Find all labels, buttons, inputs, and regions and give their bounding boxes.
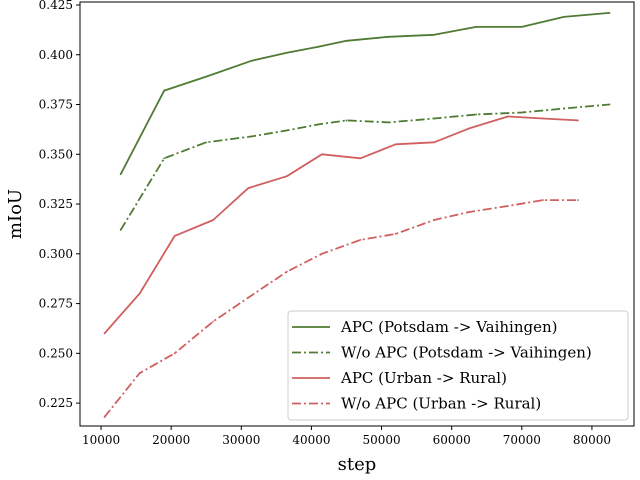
- data-point: [119, 229, 122, 231]
- data-point: [475, 113, 478, 116]
- data-point: [103, 416, 106, 418]
- y-tick-label: 0.425: [39, 0, 73, 12]
- data-point: [163, 157, 166, 160]
- legend: APC (Potsdam -> Vaihingen) W/o APC (Potsd…: [287, 310, 629, 421]
- y-tick-label: 0.300: [39, 247, 73, 261]
- data-point: [520, 111, 523, 114]
- y-tick-label: 0.400: [39, 48, 73, 62]
- data-point: [247, 296, 250, 299]
- x-tick-label: 50000: [362, 433, 400, 447]
- data-point: [506, 115, 509, 118]
- data-point: [433, 117, 436, 120]
- data-point: [173, 234, 176, 237]
- data-point: [250, 59, 253, 62]
- data-point: [103, 332, 106, 335]
- data-point: [506, 205, 509, 207]
- data-point: [562, 16, 565, 18]
- data-point: [562, 107, 565, 110]
- x-axis-ticks: 10000 20000 30000 40000 50000 60000 70000 80000: [82, 426, 611, 447]
- legend-frame: [287, 310, 629, 421]
- y-tick-label: 0.375: [39, 98, 73, 112]
- data-point: [359, 238, 362, 241]
- data-point: [285, 175, 288, 178]
- y-axis-ticks: 0.225 0.250 0.275 0.300 0.325 0.350 0.375 0.400…: [39, 0, 80, 410]
- data-point: [520, 25, 523, 28]
- y-tick-label: 0.350: [39, 147, 73, 161]
- data-point: [541, 117, 544, 120]
- data-point: [433, 141, 436, 144]
- x-tick-label: 80000: [573, 433, 611, 447]
- data-point: [285, 129, 288, 132]
- y-tick-label: 0.325: [39, 197, 73, 211]
- data-point: [205, 75, 208, 78]
- data-point: [205, 141, 208, 144]
- data-point: [608, 12, 611, 14]
- y-axis-label: mIoU: [5, 189, 26, 239]
- x-tick-label: 10000: [82, 433, 120, 447]
- data-point: [138, 372, 141, 375]
- data-point: [576, 119, 579, 122]
- data-point: [608, 103, 611, 106]
- data-point: [163, 89, 166, 92]
- y-tick-label: 0.275: [39, 297, 73, 311]
- y-tick-label: 0.250: [39, 346, 73, 360]
- data-point: [317, 123, 320, 126]
- data-point: [321, 153, 323, 156]
- data-point: [247, 187, 250, 190]
- series-layer: [103, 12, 611, 418]
- data-point: [285, 51, 288, 54]
- legend-label: APC (Urban -> Rural): [340, 369, 507, 387]
- data-point: [394, 143, 397, 146]
- data-point: [433, 33, 436, 36]
- data-point: [119, 173, 122, 176]
- data-point: [345, 119, 348, 122]
- legend-label: APC (Potsdam -> Vaihingen): [340, 318, 558, 336]
- data-point: [468, 127, 471, 130]
- data-point: [541, 199, 544, 201]
- legend-label: W/o APC (Urban -> Rural): [341, 395, 541, 413]
- data-point: [321, 252, 323, 255]
- data-point: [387, 121, 390, 124]
- data-point: [212, 219, 215, 221]
- data-point: [394, 233, 397, 235]
- data-point: [345, 39, 348, 42]
- x-tick-label: 30000: [222, 433, 260, 447]
- data-point: [475, 25, 478, 28]
- legend-label: W/o APC (Potsdam -> Vaihingen): [341, 344, 592, 362]
- x-tick-label: 70000: [503, 433, 541, 447]
- data-point: [173, 352, 176, 355]
- data-point: [387, 35, 390, 38]
- data-point: [250, 135, 253, 138]
- y-tick-label: 0.225: [39, 396, 73, 410]
- data-point: [317, 45, 320, 48]
- data-point: [138, 292, 141, 295]
- x-tick-label: 20000: [152, 433, 190, 447]
- data-point: [433, 219, 436, 221]
- series-line-3: [103, 115, 578, 334]
- data-point: [285, 270, 288, 273]
- data-point: [212, 320, 215, 323]
- x-axis-label: step: [338, 454, 377, 475]
- series-line-4: [103, 199, 578, 418]
- x-tick-label: 60000: [433, 433, 471, 447]
- data-point: [576, 199, 579, 201]
- data-point: [468, 211, 471, 213]
- data-point: [359, 157, 362, 160]
- x-tick-label: 40000: [292, 433, 330, 447]
